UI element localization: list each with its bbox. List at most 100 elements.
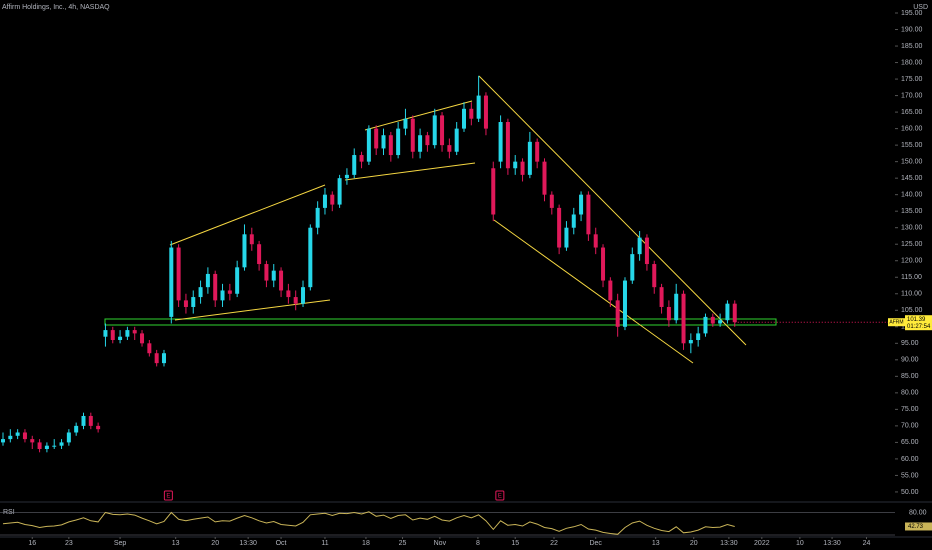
- price-tag: [905, 315, 932, 331]
- candle-body: [498, 122, 503, 162]
- candle-body: [8, 435, 13, 440]
- candle-body: [125, 330, 130, 337]
- candle-body: [74, 425, 79, 433]
- candle-body: [154, 353, 159, 364]
- candle-body: [286, 290, 291, 298]
- candle-body: [118, 336, 123, 341]
- candle-body: [403, 118, 408, 129]
- candle-body: [235, 267, 240, 294]
- candle-body: [601, 247, 606, 281]
- x-tick-label: 13: [172, 540, 180, 547]
- x-tick-label: 16: [28, 540, 36, 547]
- y-tick-label: 180.00: [901, 59, 923, 66]
- candle-body: [447, 145, 452, 152]
- candle-body: [637, 237, 642, 255]
- candle-body: [322, 194, 327, 208]
- support-zone: [104, 318, 777, 326]
- candle-body: [520, 161, 525, 175]
- candle-body: [586, 194, 591, 235]
- candle-body: [535, 141, 540, 162]
- y-tick-label: 125.00: [901, 241, 923, 248]
- candle-body: [644, 237, 649, 265]
- candle-body: [81, 415, 86, 426]
- candle-body: [330, 194, 335, 205]
- candle-body: [359, 155, 364, 162]
- candle-body: [374, 128, 379, 149]
- y-tick-label: 150.00: [901, 158, 923, 165]
- candle-body: [513, 161, 518, 169]
- y-tick-label: 90.00: [901, 357, 919, 364]
- y-tick-label: 190.00: [901, 26, 923, 33]
- candle-body: [293, 297, 298, 304]
- candle-body: [59, 442, 64, 446]
- candle-body: [381, 135, 386, 149]
- candle-body: [213, 273, 218, 301]
- candle-body: [279, 270, 284, 291]
- candle-body: [161, 353, 166, 364]
- y-tick-label: 120.00: [901, 258, 923, 265]
- x-tick-label: 10: [796, 540, 804, 547]
- y-tick-label: 85.00: [901, 373, 919, 380]
- y-tick-label: 130.00: [901, 225, 923, 232]
- candle-body: [191, 297, 196, 307]
- candle-body: [608, 280, 613, 301]
- y-tick-label: 80.00: [901, 390, 919, 397]
- candle-body: [169, 247, 174, 317]
- candle-body: [257, 244, 262, 265]
- candle-body: [549, 194, 554, 208]
- x-tick-label: 11: [321, 540, 328, 547]
- candle-body: [564, 227, 569, 248]
- x-tick-label: 8: [476, 540, 480, 547]
- candle-body: [220, 290, 225, 301]
- candle-body: [264, 264, 269, 281]
- x-tick-label: 13:30: [720, 540, 738, 547]
- candle-body: [622, 280, 627, 327]
- x-tick-label: Dec: [589, 540, 602, 547]
- candle-body: [718, 320, 723, 324]
- candle-body: [15, 432, 20, 436]
- rsi-level-label: 80.00: [909, 509, 927, 516]
- y-tick-label: 105.00: [901, 307, 923, 314]
- candle-body: [242, 234, 247, 268]
- y-tick-label: 135.00: [901, 208, 923, 215]
- y-tick-label: 165.00: [901, 109, 923, 116]
- candle-body: [1, 439, 6, 443]
- candle-body: [703, 316, 708, 334]
- candle-body: [249, 234, 254, 245]
- candle-body: [542, 161, 547, 195]
- candle-body: [476, 95, 481, 119]
- y-tick-label: 145.00: [901, 175, 923, 182]
- candle-body: [710, 316, 715, 324]
- candle-body: [388, 135, 393, 156]
- y-tick-label: 160.00: [901, 125, 923, 132]
- trend-line: [344, 162, 476, 181]
- candle-body: [491, 168, 496, 215]
- candle-body: [527, 141, 532, 175]
- candle-body: [183, 300, 188, 307]
- candle-body: [483, 95, 488, 129]
- x-tick-label: 20: [690, 540, 698, 547]
- candle-body: [66, 432, 71, 443]
- x-tick-label: 24: [863, 540, 871, 547]
- candle-body: [88, 415, 93, 426]
- candle-body: [615, 300, 620, 327]
- candle-body: [674, 293, 679, 321]
- candle-body: [132, 330, 137, 334]
- candle-body: [308, 227, 313, 288]
- candle-body: [725, 303, 730, 321]
- trend-line: [169, 184, 326, 246]
- x-tick-label: 15: [511, 540, 519, 547]
- earnings-label: E: [498, 494, 502, 500]
- candle-body: [579, 194, 584, 215]
- trend-line: [493, 219, 694, 364]
- candle-body: [140, 333, 145, 344]
- candle-body: [593, 234, 598, 248]
- x-tick-label: Nov: [434, 540, 447, 547]
- candle-body: [396, 128, 401, 156]
- y-tick-label: 50.00: [901, 489, 919, 496]
- candle-body: [271, 270, 276, 281]
- chart-title: Affirm Holdings, Inc., 4h, NASDAQ: [2, 4, 110, 11]
- candle-body: [732, 303, 737, 323]
- y-tick-label: 70.00: [901, 423, 919, 430]
- currency: USD: [913, 4, 928, 11]
